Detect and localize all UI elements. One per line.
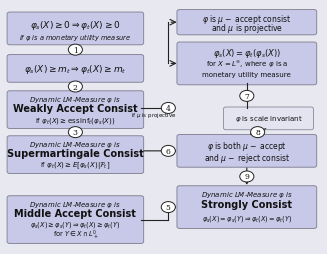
Text: if $\varphi$ is a monetary utility measure: if $\varphi$ is a monetary utility measu… [19,32,131,43]
Text: Dynamic LM-Measure $\varphi$ is: Dynamic LM-Measure $\varphi$ is [29,94,121,104]
Text: $\varphi$ is $\mu -$ accept consist: $\varphi$ is $\mu -$ accept consist [202,13,291,26]
Text: $\varphi_s(X) = \varphi_t(\varphi_s(X))$: $\varphi_s(X) = \varphi_t(\varphi_s(X))$ [213,47,281,60]
Circle shape [161,103,175,114]
Text: if $\varphi_t(X) \geq \mathrm{ess\,inf}_t(\varphi_s(X))$: if $\varphi_t(X) \geq \mathrm{ess\,inf}_… [35,115,116,125]
FancyBboxPatch shape [7,13,144,46]
FancyBboxPatch shape [177,10,317,36]
Text: $\varphi_s(X) \geq \varphi_s(Y) \Rightarrow \varphi_t(X) \geq \varphi_t(Y)$: $\varphi_s(X) \geq \varphi_s(Y) \Rightar… [30,219,121,229]
Text: 2: 2 [73,83,78,91]
Circle shape [161,146,175,157]
FancyBboxPatch shape [177,186,317,229]
FancyBboxPatch shape [7,91,144,129]
Text: $\varphi_s(X) \geq 0 \Rightarrow \varphi_t(X) \geq 0$: $\varphi_s(X) \geq 0 \Rightarrow \varphi… [30,19,121,31]
Circle shape [250,127,265,138]
Text: $\varphi$ is both $\mu -$ accept: $\varphi$ is both $\mu -$ accept [207,140,287,153]
FancyBboxPatch shape [177,43,317,85]
Text: for $X = L^{\infty}$, where $\varphi$ is a: for $X = L^{\infty}$, where $\varphi$ is… [206,59,288,69]
Text: 9: 9 [244,173,249,181]
Circle shape [240,171,254,182]
Text: monetary utility measure: monetary utility measure [202,72,291,78]
Circle shape [68,82,82,93]
Text: if $\mu$ is projective: if $\mu$ is projective [131,110,177,119]
Text: Strongly Consist: Strongly Consist [201,199,292,209]
Text: 7: 7 [244,92,249,101]
Text: 5: 5 [166,203,171,211]
FancyBboxPatch shape [7,136,144,174]
Text: Weakly Accept Consist: Weakly Accept Consist [13,104,138,114]
Text: $\varphi$ is scale invariant: $\varphi$ is scale invariant [234,114,302,124]
Text: 3: 3 [73,129,78,137]
Text: $\varphi_s(X) \geq m_t \Rightarrow \varphi_t(X) \geq m_t$: $\varphi_s(X) \geq m_t \Rightarrow \varp… [24,63,127,76]
Text: Dynamic LM-Measure $\varphi$ is: Dynamic LM-Measure $\varphi$ is [29,199,121,210]
FancyBboxPatch shape [223,108,314,130]
FancyBboxPatch shape [7,196,144,244]
Text: and $\mu$ is projective: and $\mu$ is projective [211,22,283,34]
Circle shape [68,45,82,56]
Text: $\varphi_s(X) = \varphi_s(Y) \Rightarrow \varphi_t(X) = \varphi_t(Y)$: $\varphi_s(X) = \varphi_s(Y) \Rightarrow… [202,213,292,223]
FancyBboxPatch shape [177,135,317,168]
Text: Middle Accept Consist: Middle Accept Consist [14,209,136,219]
Text: Supermartingale Consist: Supermartingale Consist [7,148,144,158]
Text: 1: 1 [73,46,78,54]
Text: 6: 6 [166,147,171,155]
Text: 4: 4 [166,105,171,113]
Text: Dynamic LM-Measure $\varphi$ is: Dynamic LM-Measure $\varphi$ is [29,139,121,149]
Circle shape [68,127,82,138]
Text: if $\varphi_t(X) \geq E[\varphi_s(X)|\mathcal{F}_t]$: if $\varphi_t(X) \geq E[\varphi_s(X)|\ma… [40,160,111,171]
FancyBboxPatch shape [7,55,144,83]
Text: for $Y \in X \cap L^0_+$: for $Y \in X \cap L^0_+$ [53,228,98,241]
Circle shape [240,91,254,102]
Circle shape [161,202,175,213]
Text: 8: 8 [255,129,260,137]
Text: Dynamic LM-Measure $\varphi$ is: Dynamic LM-Measure $\varphi$ is [201,189,293,200]
Text: and $\mu -$ reject consist: and $\mu -$ reject consist [204,151,290,164]
